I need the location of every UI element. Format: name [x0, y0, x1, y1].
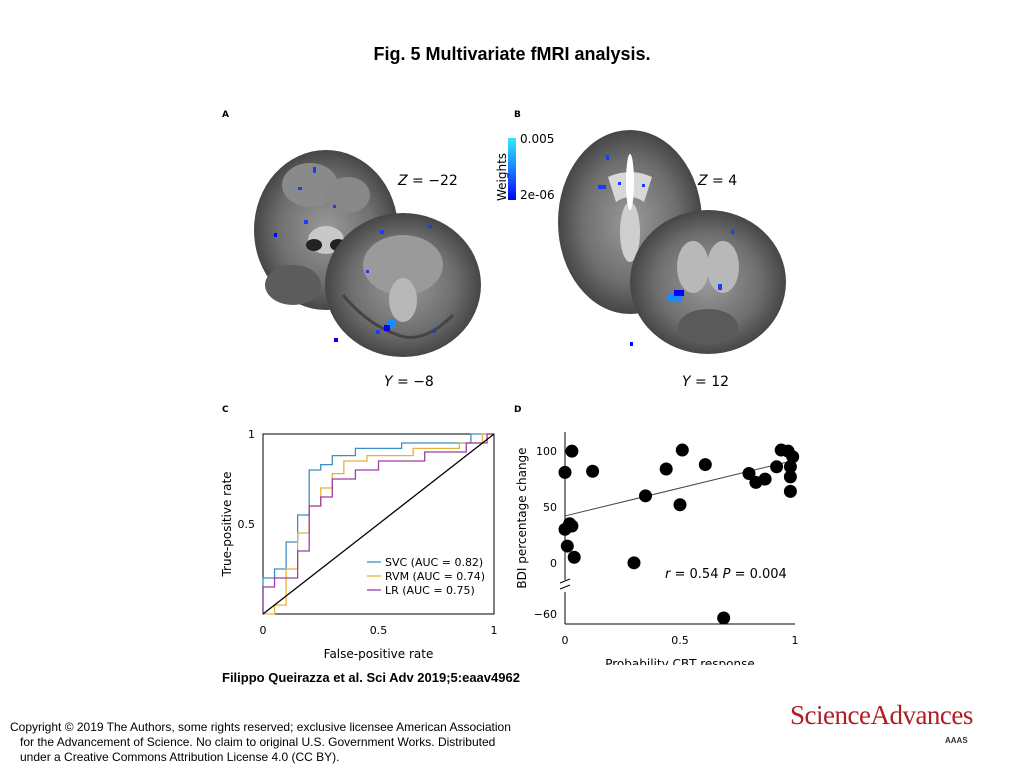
- scatter-point: [560, 539, 574, 553]
- roc-xlabel: False-positive rate: [324, 647, 434, 661]
- scatter-xtick-label: 0.5: [671, 634, 689, 647]
- roc-series-0: [262, 433, 494, 614]
- scatter-point: [673, 498, 687, 512]
- copyright-line-1: Copyright © 2019 The Authors, some right…: [10, 720, 511, 734]
- roc-series-3: [262, 433, 495, 615]
- scatter-point: [639, 489, 652, 503]
- scatter-point: [758, 472, 772, 486]
- roc-chart: 0 0.5 1 0.5 1 False-positive rate True-positiv…: [220, 428, 498, 661]
- roc-ytick-label: 0.5: [238, 518, 256, 531]
- axis-break-mark: [559, 578, 571, 584]
- scatter-point: [567, 550, 581, 564]
- scatter-point: [783, 460, 797, 474]
- scatter-point: [783, 470, 797, 484]
- copyright-notice: Copyright © 2019 The Authors, some right…: [10, 720, 570, 765]
- weight-clusters-a: [274, 167, 436, 342]
- panel-b-brain-image: [558, 130, 786, 354]
- scatter-xlabel: Probability CBT response: [605, 657, 755, 665]
- colorbar-max-label: 0.005: [520, 132, 555, 146]
- roc-series-2: [262, 433, 494, 614]
- roc-plot-frame: [262, 433, 495, 615]
- scatter-ytick-label: 100: [536, 445, 557, 458]
- science-advances-logo: ScienceAdvances AAAS: [790, 700, 980, 750]
- citation: Filippo Queirazza et al. Sci Adv 2019;5:…: [222, 670, 520, 685]
- scatter-chart: 100 50 0 −60 0 0.5 1 Probability CBT response BD…: [515, 432, 800, 665]
- roc-legend-label: SVC (AUC = 0.82): [385, 556, 483, 569]
- panel-b-letter: B: [514, 110, 521, 120]
- roc-legend-label: RVM (AUC = 0.74): [385, 570, 485, 583]
- scatter-point: [717, 611, 731, 625]
- coronal-slice-b: [630, 210, 786, 354]
- copyright-line-2: for the Advancement of Science. No claim…: [20, 735, 496, 749]
- scatter-point: [742, 467, 756, 480]
- scatter-point: [558, 465, 572, 479]
- panel-a-coronal-label: Y = −8: [384, 374, 434, 390]
- copyright-line-3: under a Creative Commons Attribution Lic…: [20, 750, 340, 764]
- scatter-ytick-label: 50: [543, 501, 557, 514]
- panel-b-coronal-label: Y = 12: [682, 374, 730, 390]
- panel-b-axial-label: Z = 4: [698, 173, 738, 189]
- scatter-fit-line: [564, 459, 796, 517]
- weight-clusters-b: [598, 155, 734, 346]
- scatter-point: [586, 464, 600, 478]
- panel-a-brain-image: [254, 150, 481, 357]
- panel-c-letter: C: [222, 405, 229, 415]
- colorbar-min-label: 2e-06: [520, 188, 555, 202]
- scatter-point: [558, 522, 572, 536]
- brand-sub: AAAS: [945, 736, 968, 745]
- scatter-stats-annotation: r = 0.54 P = 0.004: [665, 567, 787, 582]
- panel-a-letter: A: [222, 110, 229, 120]
- scatter-point: [786, 450, 800, 464]
- axis-break-mark: [559, 584, 571, 590]
- brand-name: ScienceAdvances: [790, 700, 973, 730]
- scatter-ytick-label: 0: [550, 557, 557, 570]
- scatter-xtick-label: 0: [562, 634, 569, 647]
- scatter-xtick-label: 1: [792, 634, 799, 647]
- scatter-point: [698, 458, 712, 472]
- roc-legend-label: LR (AUC = 0.75): [385, 584, 475, 597]
- roc-ytick-label: 1: [248, 428, 255, 441]
- scatter-point: [783, 484, 797, 498]
- figure-title: Fig. 5 Multivariate fMRI analysis.: [373, 44, 651, 64]
- weights-colorbar: Weights 0.005 2e-06: [478, 130, 558, 210]
- scatter-ytick-label: −60: [534, 608, 557, 621]
- scatter-point: [675, 443, 689, 457]
- scatter-ylabel: BDI percentage change: [515, 447, 529, 588]
- panel-d-letter: D: [514, 405, 522, 415]
- roc-ylabel: True-positive rate: [220, 471, 234, 577]
- scatter-point: [565, 444, 579, 458]
- scatter-point: [659, 462, 673, 476]
- colorbar-title: Weights: [495, 152, 509, 202]
- scatter-point: [770, 460, 784, 474]
- colorbar-gradient: [508, 138, 516, 200]
- roc-xtick-label: 0.5: [370, 624, 388, 637]
- roc-xtick-label: 0: [260, 624, 267, 637]
- roc-xtick-label: 1: [491, 624, 498, 637]
- scatter-point: [627, 556, 641, 570]
- panel-a-axial-label: Z = −22: [398, 173, 458, 189]
